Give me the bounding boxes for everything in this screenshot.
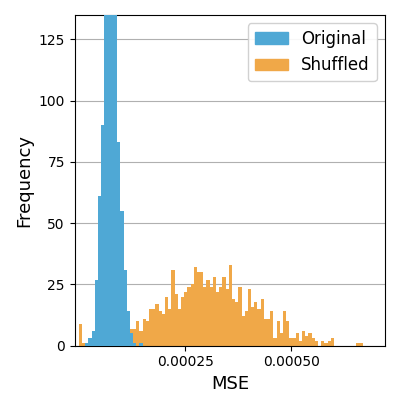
- X-axis label: MSE: MSE: [211, 375, 249, 393]
- Bar: [232, 299, 235, 346]
- Bar: [162, 314, 165, 346]
- Bar: [274, 338, 276, 346]
- Bar: [222, 277, 226, 346]
- Bar: [312, 338, 315, 346]
- Bar: [124, 328, 127, 346]
- Bar: [267, 319, 270, 346]
- Bar: [108, 0, 111, 346]
- Bar: [315, 341, 318, 346]
- Bar: [197, 272, 200, 346]
- Bar: [152, 309, 156, 346]
- Bar: [156, 304, 159, 346]
- Bar: [146, 321, 149, 346]
- Bar: [120, 211, 124, 346]
- Bar: [190, 284, 194, 346]
- Bar: [299, 341, 302, 346]
- Bar: [248, 289, 251, 346]
- Bar: [130, 328, 133, 346]
- Bar: [140, 331, 143, 346]
- Legend: Original, Shuffled: Original, Shuffled: [248, 23, 377, 81]
- Bar: [226, 289, 229, 346]
- Bar: [276, 321, 280, 346]
- Bar: [108, 341, 111, 346]
- Bar: [127, 321, 130, 346]
- Bar: [210, 287, 213, 346]
- Bar: [178, 309, 181, 346]
- Bar: [140, 343, 143, 346]
- Bar: [254, 302, 258, 346]
- Bar: [143, 319, 146, 346]
- Bar: [104, 0, 108, 346]
- Bar: [85, 343, 88, 346]
- Bar: [200, 272, 203, 346]
- Bar: [242, 316, 245, 346]
- Bar: [98, 196, 101, 346]
- Bar: [95, 279, 98, 346]
- Bar: [283, 311, 286, 346]
- Bar: [360, 343, 363, 346]
- Bar: [85, 343, 88, 346]
- Bar: [79, 324, 82, 346]
- Bar: [264, 319, 267, 346]
- Bar: [251, 306, 254, 346]
- Bar: [111, 338, 114, 346]
- Bar: [133, 328, 136, 346]
- Bar: [120, 336, 124, 346]
- Bar: [331, 338, 334, 346]
- Bar: [292, 338, 296, 346]
- Bar: [114, 333, 117, 346]
- Bar: [159, 311, 162, 346]
- Bar: [88, 338, 92, 346]
- Bar: [98, 331, 101, 346]
- Bar: [168, 309, 171, 346]
- Bar: [82, 343, 85, 346]
- Bar: [328, 341, 331, 346]
- Bar: [235, 302, 238, 346]
- Bar: [124, 270, 127, 346]
- Bar: [111, 0, 114, 346]
- Bar: [238, 287, 242, 346]
- Bar: [308, 333, 312, 346]
- Bar: [181, 297, 184, 346]
- Bar: [219, 287, 222, 346]
- Bar: [114, 3, 117, 346]
- Bar: [88, 343, 92, 346]
- Bar: [184, 292, 187, 346]
- Bar: [136, 321, 140, 346]
- Bar: [117, 142, 120, 346]
- Y-axis label: Frequency: Frequency: [15, 134, 33, 227]
- Bar: [165, 297, 168, 346]
- Bar: [117, 331, 120, 346]
- Bar: [258, 309, 261, 346]
- Bar: [133, 343, 136, 346]
- Bar: [216, 292, 219, 346]
- Bar: [270, 311, 274, 346]
- Bar: [321, 341, 324, 346]
- Bar: [101, 125, 104, 346]
- Bar: [187, 287, 190, 346]
- Bar: [261, 299, 264, 346]
- Bar: [203, 287, 206, 346]
- Bar: [174, 294, 178, 346]
- Bar: [194, 267, 197, 346]
- Bar: [229, 265, 232, 346]
- Bar: [213, 277, 216, 346]
- Bar: [206, 279, 210, 346]
- Bar: [280, 333, 283, 346]
- Bar: [296, 333, 299, 346]
- Bar: [130, 333, 133, 346]
- Bar: [171, 270, 174, 346]
- Bar: [289, 338, 292, 346]
- Bar: [245, 311, 248, 346]
- Bar: [302, 331, 305, 346]
- Bar: [286, 321, 289, 346]
- Bar: [149, 309, 152, 346]
- Bar: [104, 338, 108, 346]
- Bar: [324, 343, 328, 346]
- Bar: [305, 336, 308, 346]
- Bar: [127, 311, 130, 346]
- Bar: [356, 343, 360, 346]
- Bar: [92, 331, 95, 346]
